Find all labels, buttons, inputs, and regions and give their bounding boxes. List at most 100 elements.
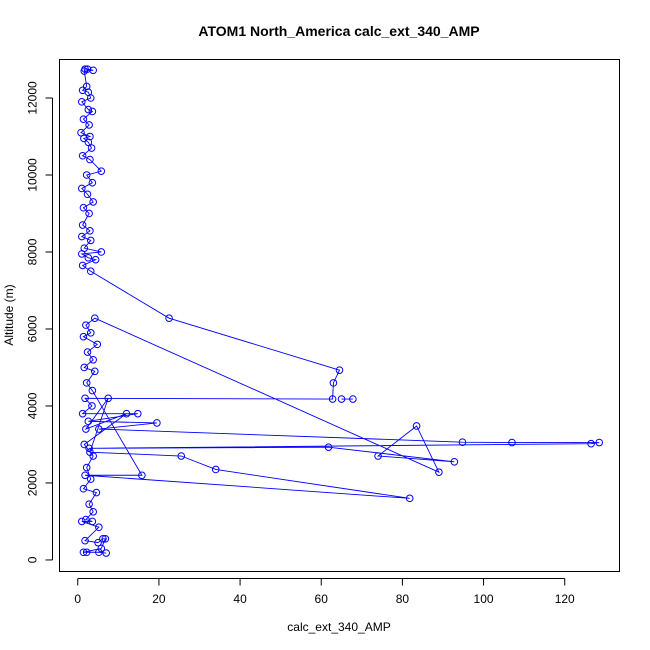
data-point (88, 517, 97, 526)
data-point (80, 134, 88, 143)
data-point (79, 332, 88, 341)
data-point (412, 422, 421, 430)
data-point (89, 198, 97, 206)
data-point (85, 121, 93, 129)
data-point (89, 355, 97, 364)
x-tick-label: 20 (152, 592, 166, 606)
data-point (95, 425, 103, 433)
data-point (165, 314, 173, 322)
x-tick-label: 0 (74, 592, 81, 606)
data-point (85, 209, 93, 218)
data-point (84, 138, 93, 147)
data-point (595, 438, 604, 447)
data-point (79, 484, 88, 493)
data-point (86, 329, 95, 337)
data-point (91, 314, 99, 322)
data-point (79, 115, 88, 123)
y-tick-label: 10000 (26, 158, 40, 192)
data-point (81, 536, 89, 545)
x-tick-label: 40 (233, 592, 247, 606)
series-line-0 (80, 68, 600, 554)
x-axis-label: calc_ext_340_AMP (287, 620, 390, 634)
y-tick-label: 4000 (26, 392, 40, 419)
data-point (78, 250, 86, 258)
x-tick-label: 100 (474, 592, 494, 606)
x-axis: 0 20 40 60 80 100 120 (74, 578, 575, 606)
plot-frame (59, 59, 620, 572)
data-point (78, 517, 86, 526)
data-point (78, 261, 87, 270)
data-point (83, 348, 92, 356)
data-point (329, 379, 338, 387)
data-point (99, 534, 107, 543)
data-point (153, 419, 161, 427)
data-point (82, 463, 91, 472)
data-point (86, 267, 95, 276)
data-point (89, 452, 97, 460)
data-point (78, 151, 87, 160)
data-point (80, 363, 89, 372)
data-point (335, 366, 344, 374)
data-point (508, 438, 516, 447)
data-point (337, 395, 346, 403)
data-point (82, 379, 91, 387)
data-point (89, 66, 97, 75)
data-point (86, 94, 95, 102)
data-point (88, 107, 97, 116)
data-point (374, 452, 382, 460)
data-point (102, 549, 110, 557)
data-point (78, 184, 86, 193)
data-point (122, 409, 131, 418)
x-tick-label: 80 (396, 592, 410, 606)
data-point (79, 203, 88, 212)
y-axis-label: Altitude (m) (2, 284, 16, 345)
data-point (92, 488, 101, 497)
data-point (84, 417, 93, 426)
chart-title: ATOM1 North_America calc_ext_340_AMP (198, 23, 479, 39)
data-point (95, 523, 103, 532)
data-point (89, 508, 97, 516)
data-point (85, 444, 93, 453)
data-point (94, 538, 102, 547)
data-point (177, 452, 186, 460)
data-point (84, 253, 93, 262)
data-point (79, 548, 88, 557)
x-tick-label: 60 (315, 592, 329, 606)
data-point (97, 167, 106, 175)
y-tick-label: 2000 (26, 469, 40, 496)
data-point (78, 98, 86, 106)
data-point (82, 425, 90, 433)
data-point (86, 155, 94, 164)
data-point (95, 548, 103, 557)
data-point (93, 340, 102, 349)
data-point (88, 402, 96, 410)
data-point (450, 457, 459, 466)
data-point (82, 321, 90, 329)
data-point (87, 144, 96, 152)
data-point (86, 475, 95, 483)
data-point (88, 386, 97, 395)
data-point (78, 221, 87, 229)
data-point (78, 409, 87, 418)
data-point (81, 471, 89, 480)
data-point (83, 190, 92, 199)
data-point (86, 236, 95, 245)
data-point (91, 255, 100, 264)
data-point (97, 248, 106, 256)
data-point (81, 394, 89, 403)
data-point (80, 440, 89, 449)
data-point (211, 465, 220, 474)
data-point (328, 395, 337, 403)
data-point (85, 500, 93, 508)
data-point (324, 443, 333, 451)
data-point (82, 171, 91, 179)
data-point (91, 367, 99, 376)
data-point (78, 232, 86, 241)
y-axis: 0 2000 4000 6000 8000 10000 12000 (26, 81, 53, 563)
data-point (134, 409, 142, 418)
data-point (84, 105, 93, 114)
x-tick-label: 120 (555, 592, 575, 606)
data-point (86, 227, 94, 235)
